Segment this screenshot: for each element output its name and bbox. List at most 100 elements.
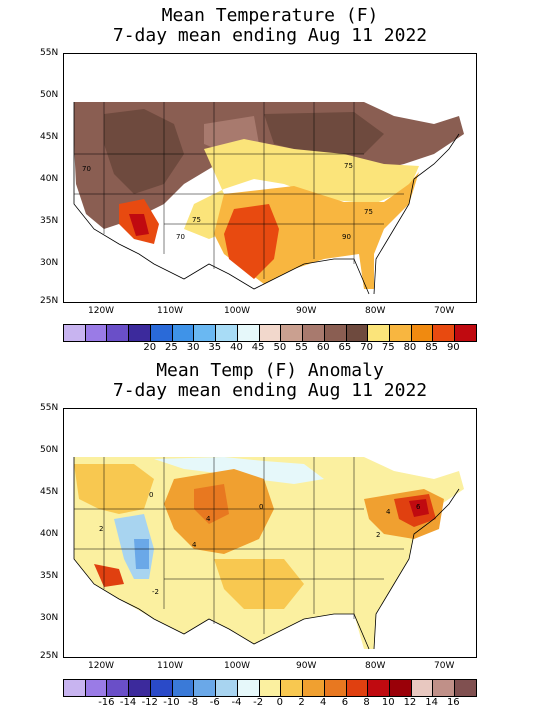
legend-label: 12 bbox=[403, 697, 417, 708]
map1-lat-label: 25N bbox=[40, 296, 59, 306]
legend-swatch bbox=[64, 325, 86, 341]
map1-lat-label: 30N bbox=[40, 258, 59, 268]
legend-label: -4 bbox=[231, 697, 242, 708]
map2-darkred-ne bbox=[409, 499, 429, 517]
map2-lon-label: 100W bbox=[224, 661, 251, 671]
map1-contour-label: 75 bbox=[192, 216, 201, 224]
map1-lat-label: 55N bbox=[40, 48, 59, 58]
legend-label: 60 bbox=[316, 342, 330, 353]
legend-label: 2 bbox=[298, 697, 305, 708]
legend-swatch bbox=[107, 680, 130, 696]
legend-swatch bbox=[411, 325, 434, 341]
legend-swatch bbox=[259, 680, 282, 696]
legend-swatch bbox=[324, 325, 347, 341]
map2-lat-label: 45N bbox=[40, 487, 59, 497]
map2-contour-label: 0 bbox=[149, 491, 153, 499]
legend-label: 65 bbox=[338, 342, 352, 353]
map2-legend-labels: -16 -14 -12 -10 -8 -6 -4 -2 0 2 4 6 8 10 12 14 16 bbox=[63, 697, 475, 709]
map1-state-lines bbox=[74, 102, 404, 279]
map2-panel: 0 2 4 4 -2 0 4 2 6 bbox=[63, 408, 477, 658]
legend-swatch bbox=[259, 325, 282, 341]
map2-contour-label: 2 bbox=[376, 531, 380, 539]
map2-contour-label: -2 bbox=[152, 588, 159, 596]
map1-lon-label: 100W bbox=[224, 306, 251, 316]
map1-contour-label: 70 bbox=[176, 233, 185, 241]
map2-contour-label: 4 bbox=[192, 541, 197, 549]
map1-contour-label: 75 bbox=[364, 208, 373, 216]
map2-lat-label: 35N bbox=[40, 571, 59, 581]
map2-lat-label: 50N bbox=[40, 445, 59, 455]
legend-swatch bbox=[455, 325, 476, 341]
legend-swatch bbox=[346, 680, 369, 696]
legend-swatch bbox=[85, 680, 108, 696]
legend-swatch bbox=[455, 680, 476, 696]
map2-contour-label: 4 bbox=[206, 515, 211, 523]
legend-label: 14 bbox=[425, 697, 438, 708]
legend-label: 30 bbox=[186, 342, 200, 353]
legend-swatch bbox=[303, 325, 325, 341]
map1-lon-label: 110W bbox=[157, 306, 184, 316]
map2-lat-label: 30N bbox=[40, 613, 59, 623]
legend-label: 90 bbox=[446, 342, 460, 353]
legend-label: 20 bbox=[143, 342, 157, 353]
legend-label: 16 bbox=[446, 697, 460, 708]
map2-contour-label: 2 bbox=[99, 525, 103, 533]
legend-label: 75 bbox=[381, 342, 395, 353]
legend-label: 45 bbox=[251, 342, 265, 353]
legend-label: -14 bbox=[119, 697, 137, 708]
legend-swatch bbox=[194, 680, 217, 696]
legend-swatch bbox=[129, 325, 151, 341]
legend-label: 6 bbox=[341, 697, 349, 708]
map2-lon-label: 80W bbox=[365, 661, 386, 671]
legend-label: 50 bbox=[273, 342, 287, 353]
legend-swatch bbox=[390, 680, 412, 696]
map2-state-lines bbox=[74, 457, 404, 634]
legend-label: 35 bbox=[208, 342, 222, 353]
map1-contour-label: 90 bbox=[342, 233, 351, 241]
map2-lon-label: 110W bbox=[157, 661, 184, 671]
legend-swatch bbox=[433, 325, 456, 341]
legend-swatch bbox=[172, 325, 195, 341]
map1-lat-label: 40N bbox=[40, 174, 59, 184]
map1-lat-label: 35N bbox=[40, 216, 59, 226]
legend-label: -12 bbox=[141, 697, 158, 708]
map1-lat-label: 45N bbox=[40, 132, 59, 142]
map1-legend-labels: 20 25 30 35 40 45 50 55 60 65 70 75 80 85 90 bbox=[63, 342, 475, 354]
map1-color-legend bbox=[63, 324, 477, 342]
map2-red-sw bbox=[94, 564, 124, 587]
map2-lightblue-north bbox=[154, 457, 324, 484]
legend-swatch bbox=[368, 325, 391, 341]
legend-label: -6 bbox=[209, 697, 220, 708]
legend-swatch bbox=[303, 680, 325, 696]
legend-swatch bbox=[433, 680, 456, 696]
map1-panel: 70 75 75 70 75 90 bbox=[63, 53, 477, 303]
legend-label: 10 bbox=[381, 697, 395, 708]
legend-label: -16 bbox=[98, 697, 115, 708]
legend-swatch bbox=[237, 325, 260, 341]
legend-swatch bbox=[390, 325, 412, 341]
legend-label: 8 bbox=[363, 697, 370, 708]
map1-contour-label: 70 bbox=[82, 165, 91, 173]
map1-svg: 70 75 75 70 75 90 bbox=[64, 54, 476, 302]
legend-label: 70 bbox=[360, 342, 373, 353]
map2-color-legend bbox=[63, 679, 477, 697]
map2-contour-label: 6 bbox=[416, 503, 421, 511]
legend-swatch bbox=[107, 325, 130, 341]
map1-red-texas bbox=[224, 204, 279, 279]
legend-swatch bbox=[411, 680, 434, 696]
map2-coastline bbox=[73, 457, 460, 650]
map1-lon-label: 90W bbox=[296, 306, 317, 316]
map1-lat-label: 50N bbox=[40, 90, 59, 100]
map1-lon-label: 120W bbox=[88, 306, 115, 316]
map2-lat-label: 25N bbox=[40, 651, 59, 661]
legend-label: -2 bbox=[253, 697, 264, 708]
map1-lon-label: 80W bbox=[365, 306, 386, 316]
legend-label: -10 bbox=[163, 697, 180, 708]
legend-swatch bbox=[64, 680, 86, 696]
map2-lat-label: 55N bbox=[40, 403, 59, 413]
legend-label: 85 bbox=[425, 342, 438, 353]
legend-swatch bbox=[216, 680, 238, 696]
map2-title-line1: Mean Temp (F) Anomaly bbox=[156, 360, 384, 381]
legend-label: 0 bbox=[276, 697, 284, 708]
map2-orange-south bbox=[214, 559, 304, 609]
